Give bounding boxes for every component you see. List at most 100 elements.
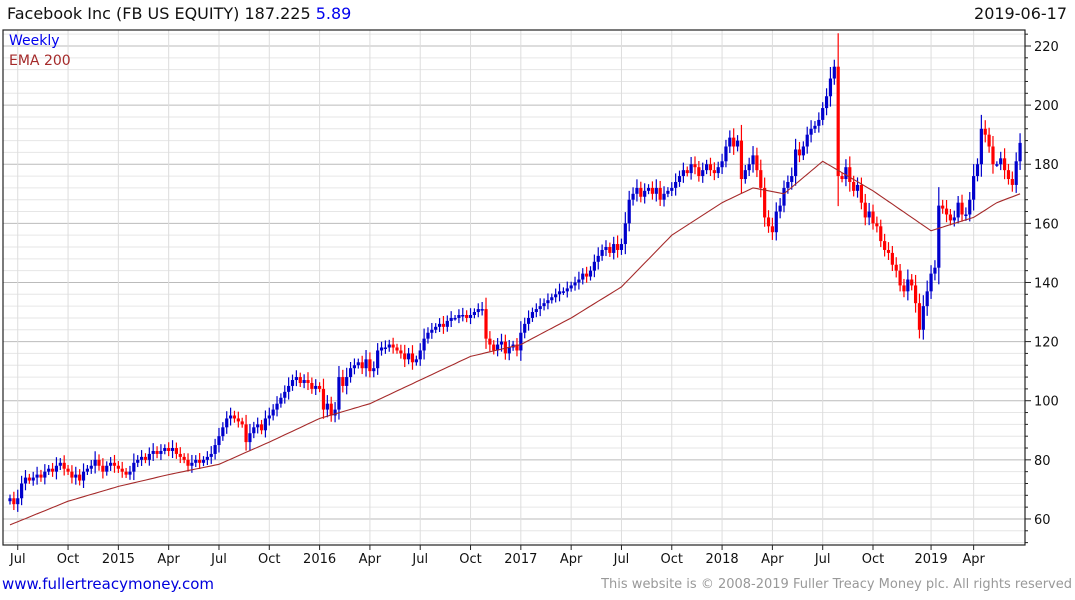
x-tick-label: 2015: [102, 552, 135, 567]
candle-body: [472, 312, 476, 315]
candle: [356, 358, 360, 369]
x-tick-label: Apr: [962, 552, 985, 567]
candle-body: [58, 462, 62, 466]
candle-body: [275, 403, 279, 410]
candle-body: [917, 303, 922, 330]
candle: [1018, 133, 1022, 170]
candle: [755, 147, 759, 178]
candle: [519, 321, 523, 361]
candle: [225, 411, 229, 434]
candle-body: [894, 264, 898, 271]
candle: [631, 187, 635, 206]
candle: [20, 475, 24, 506]
candle-body: [631, 193, 635, 200]
candle: [35, 466, 39, 485]
candle-body: [383, 347, 387, 350]
candle: [345, 367, 349, 395]
candle-body: [801, 146, 805, 156]
candle: [828, 66, 833, 107]
candle: [379, 341, 384, 356]
candle: [449, 311, 453, 328]
candle-body: [318, 385, 322, 389]
candle-body: [964, 214, 968, 216]
candle: [956, 196, 960, 224]
candle-body: [225, 418, 229, 428]
candle: [983, 120, 987, 143]
candle-body: [302, 380, 306, 383]
candle-body: [124, 471, 128, 475]
candle: [666, 187, 670, 198]
candle-body: [639, 187, 643, 197]
candle: [697, 160, 701, 182]
candle: [778, 198, 782, 219]
candle-body: [739, 140, 744, 180]
candle-body: [859, 184, 863, 203]
candle-body: [294, 377, 298, 381]
candle-body: [259, 424, 264, 431]
candle: [1010, 171, 1014, 192]
plot-frame: [2, 29, 1026, 546]
y-tick-label: 220: [1034, 40, 1059, 55]
candle-body: [627, 199, 631, 224]
candle-body: [623, 223, 627, 245]
candle-body: [890, 252, 894, 265]
candle-body: [972, 176, 976, 200]
candle: [573, 276, 577, 291]
candle-body: [379, 347, 384, 351]
x-tick-label: 2019: [915, 552, 948, 567]
candle: [995, 161, 999, 167]
candle: [809, 120, 813, 143]
candle: [902, 278, 906, 298]
candle-body: [519, 332, 523, 351]
candle-body: [321, 388, 326, 410]
candle: [244, 414, 248, 451]
candle-body: [35, 474, 39, 478]
candle-body: [418, 350, 422, 360]
candle: [794, 138, 798, 186]
candle: [879, 219, 883, 248]
x-tick-label: Apr: [761, 552, 784, 567]
candle: [465, 310, 469, 323]
candle-body: [387, 344, 391, 348]
candle-body: [689, 164, 693, 174]
candle: [782, 180, 786, 213]
candle-body: [1014, 161, 1018, 185]
candle: [921, 295, 925, 340]
candle: [925, 280, 929, 316]
candle-body: [573, 282, 577, 286]
candle-body: [786, 181, 790, 188]
candle: [635, 179, 639, 202]
candle-body: [465, 314, 469, 318]
candle-body: [987, 134, 991, 147]
candle-body: [863, 202, 867, 218]
candle-body: [155, 450, 159, 454]
candle-body: [488, 338, 492, 345]
candle-body: [503, 341, 507, 354]
candle-body: [941, 205, 945, 209]
candle: [283, 385, 287, 404]
price-change: 5.89: [315, 4, 352, 23]
candle-body: [329, 403, 333, 416]
candle: [693, 156, 697, 175]
candle: [306, 372, 310, 391]
candle-body: [515, 344, 519, 351]
candle-body: [716, 167, 720, 174]
y-tick-label: 120: [1034, 336, 1059, 351]
candle: [348, 361, 353, 383]
candle-body: [530, 312, 535, 318]
website-link[interactable]: www.fullertreacymoney.com: [2, 575, 215, 593]
candle-body: [952, 217, 956, 221]
candle-body: [933, 267, 937, 274]
candle-body: [604, 247, 608, 250]
candle-body: [310, 382, 314, 389]
candle-body: [66, 468, 70, 472]
candle-body: [728, 137, 732, 147]
candle: [612, 236, 616, 260]
candle-body: [337, 377, 341, 410]
y-axis: 60 80 100 120 140 160 180 200 220: [1025, 33, 1059, 544]
candle: [391, 337, 395, 354]
candle-body: [774, 211, 778, 233]
candle: [824, 88, 829, 116]
candle-body: [78, 474, 82, 481]
